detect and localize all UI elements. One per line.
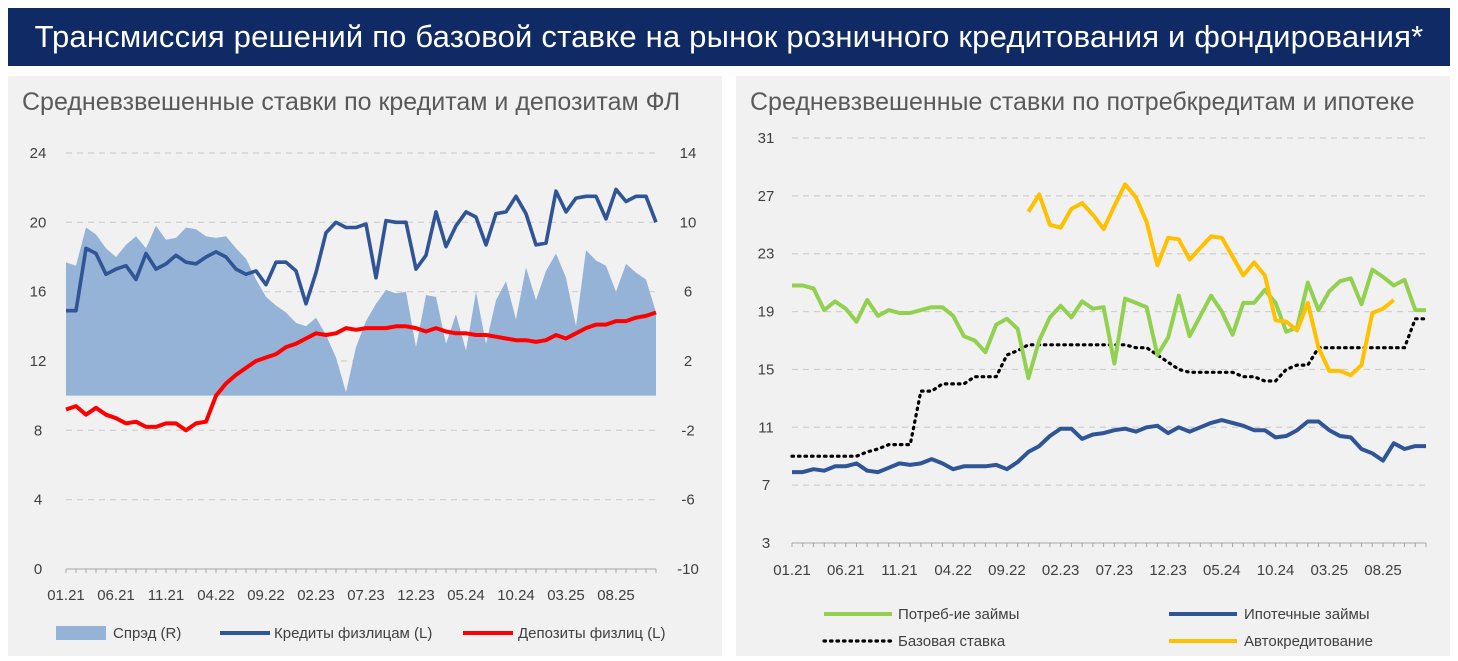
legend-base-rate-label: Базовая ставка bbox=[898, 633, 1006, 650]
x-tick-label: 01.21 bbox=[47, 587, 85, 604]
x-tick-label: 11.21 bbox=[148, 587, 184, 604]
legend-loans-label: Кредиты физлицам (L) bbox=[274, 625, 432, 642]
x-tick-label: 05.24 bbox=[447, 587, 485, 604]
x-tick-label: 08.25 bbox=[1364, 562, 1402, 579]
x-tick-label: 02.23 bbox=[297, 587, 335, 604]
x-tick-label: 04.22 bbox=[197, 587, 235, 604]
y-tick-label: 19 bbox=[758, 304, 775, 321]
y-right-tick-label: 6 bbox=[684, 284, 692, 301]
y-right-tick-label: -10 bbox=[677, 561, 699, 578]
x-tick-label: 07.23 bbox=[1096, 562, 1134, 579]
y-tick-label: 3 bbox=[762, 535, 770, 552]
mortgage-loans-line bbox=[792, 418, 1426, 475]
y-tick-label: 27 bbox=[758, 188, 775, 205]
y-left-tick-label: 24 bbox=[30, 145, 47, 162]
loans-line bbox=[66, 187, 658, 313]
x-tick-label: 05.24 bbox=[1203, 562, 1241, 579]
legend-spread-swatch bbox=[56, 626, 106, 640]
x-tick-label: 04.22 bbox=[934, 562, 972, 579]
x-tick-label: 03.25 bbox=[1311, 562, 1349, 579]
y-tick-label: 15 bbox=[758, 361, 775, 378]
deposits-line bbox=[65, 310, 657, 433]
y-left-tick-label: 16 bbox=[30, 284, 47, 301]
x-tick-label: 01.21 bbox=[773, 562, 811, 579]
x-tick-label: 03.25 bbox=[547, 587, 585, 604]
y-right-tick-label: 10 bbox=[680, 214, 697, 231]
x-tick-label: 08.25 bbox=[597, 587, 635, 604]
auto-loans-line bbox=[1026, 182, 1396, 378]
x-tick-label: 11.21 bbox=[881, 562, 917, 579]
x-tick-label: 09.22 bbox=[988, 562, 1026, 579]
right-chart-panel: Средневзвешенные ставки по потребкредита… bbox=[736, 76, 1450, 656]
y-left-tick-label: 0 bbox=[34, 561, 42, 578]
consumer-loans-line bbox=[792, 267, 1426, 381]
x-tick-label: 09.22 bbox=[247, 587, 285, 604]
y-left-tick-label: 4 bbox=[34, 492, 42, 509]
x-tick-label: 10.24 bbox=[1257, 562, 1295, 579]
spread-area bbox=[66, 225, 656, 396]
x-tick-label: 10.24 bbox=[497, 587, 535, 604]
y-tick-label: 31 bbox=[758, 130, 775, 147]
x-tick-label: 02.23 bbox=[1042, 562, 1080, 579]
y-right-tick-label: -2 bbox=[681, 422, 694, 439]
left-chart-title: Средневзвешенные ставки по кредитам и де… bbox=[22, 88, 681, 116]
legend-deposits-label: Депозиты физлиц (L) bbox=[518, 625, 666, 642]
legend-consumer-label: Потреб-ие займы bbox=[898, 606, 1019, 623]
y-left-tick-label: 8 bbox=[34, 422, 42, 439]
y-tick-label: 7 bbox=[762, 477, 770, 494]
y-right-tick-label: -6 bbox=[681, 492, 694, 509]
x-tick-label: 06.21 bbox=[827, 562, 865, 579]
left-chart-svg: 0 4 8 12 16 20 24 -10 -6 -2 2 6 10 14 01.21 06.21 11.21 0… bbox=[30, 145, 699, 642]
y-right-tick-label: 14 bbox=[680, 145, 697, 162]
y-tick-label: 23 bbox=[758, 246, 775, 263]
right-chart-svg: 3 7 11 15 19 23 27 31 01.21 06.21 11.21 04.22 09.22 0… bbox=[758, 130, 1428, 650]
x-tick-label: 12.23 bbox=[397, 587, 435, 604]
x-tick-label: 12.23 bbox=[1149, 562, 1187, 579]
legend-spread-label: Спрэд (R) bbox=[113, 625, 181, 642]
header-title: Трансмиссия решений по базовой ставке на… bbox=[8, 8, 1450, 66]
x-tick-label: 06.21 bbox=[97, 587, 135, 604]
left-chart-panel: Средневзвешенные ставки по кредитам и де… bbox=[8, 76, 722, 656]
x-tick-label: 07.23 bbox=[347, 587, 385, 604]
y-left-tick-label: 12 bbox=[30, 353, 47, 370]
y-left-tick-label: 20 bbox=[30, 214, 47, 231]
y-right-tick-label: 2 bbox=[684, 353, 692, 370]
y-tick-label: 11 bbox=[758, 419, 774, 436]
legend-auto-label: Автокредитование bbox=[1244, 633, 1373, 650]
right-chart-title: Средневзвешенные ставки по потребкредита… bbox=[750, 88, 1415, 116]
legend-mortgage-label: Ипотечные займы bbox=[1244, 606, 1370, 623]
